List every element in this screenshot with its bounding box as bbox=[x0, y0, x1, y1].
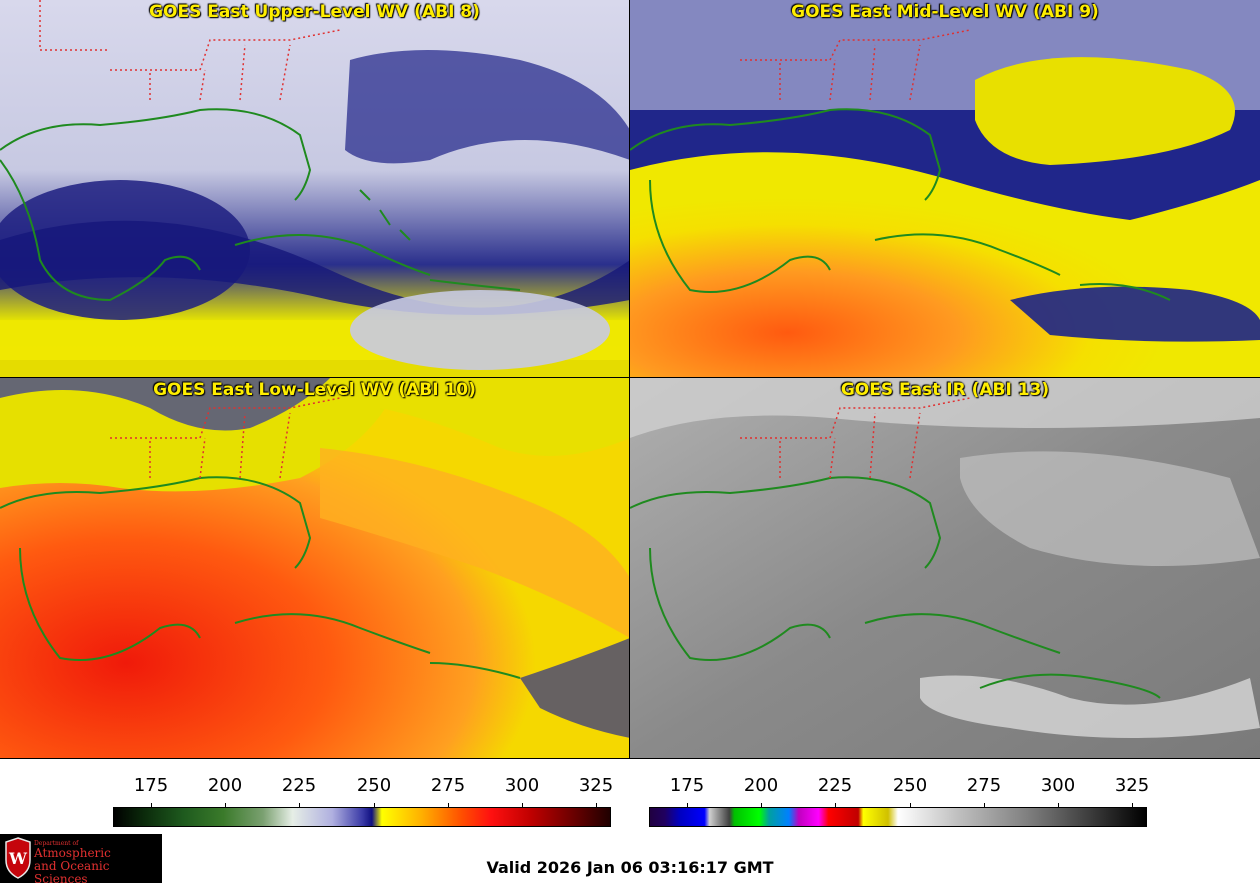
wv-colorbar bbox=[113, 807, 611, 827]
wv-tick-label: 175 bbox=[133, 775, 169, 796]
wv-tick-label: 225 bbox=[281, 775, 317, 796]
ir-colorbar bbox=[649, 807, 1147, 827]
wv-tick-label: 275 bbox=[430, 775, 466, 796]
ir-colorbar-ticks: 175 200 225 250 275 300 325 bbox=[649, 775, 1150, 811]
mid-level-wv-image bbox=[630, 0, 1260, 377]
wv-tick-label: 300 bbox=[504, 775, 540, 796]
aos-logo: W Department of Atmospheric and Oceanic … bbox=[0, 834, 162, 886]
ir-tick-label: 175 bbox=[669, 775, 705, 796]
panel-ir: GOES East IR (ABI 13) bbox=[630, 378, 1260, 758]
upper-level-wv-title: GOES East Upper-Level WV (ABI 8) bbox=[149, 2, 480, 22]
ir-image bbox=[630, 378, 1260, 758]
panel-mid-level-wv: GOES East Mid-Level WV (ABI 9) bbox=[630, 0, 1260, 378]
wv-tick-label: 325 bbox=[578, 775, 614, 796]
logo-line1: Atmospheric bbox=[34, 846, 111, 860]
mid-level-wv-title: GOES East Mid-Level WV (ABI 9) bbox=[791, 2, 1099, 22]
low-level-wv-image bbox=[0, 378, 629, 758]
ir-tick-label: 300 bbox=[1040, 775, 1076, 796]
ir-tick-label: 325 bbox=[1114, 775, 1150, 796]
wv-tick-label: 250 bbox=[356, 775, 392, 796]
wv-colorbar-ticks: 175 200 225 250 275 300 325 bbox=[113, 775, 614, 811]
wv-tick-label: 200 bbox=[207, 775, 243, 796]
svg-text:W: W bbox=[8, 849, 28, 868]
uw-crest-icon: W bbox=[5, 837, 31, 879]
logo-dept: Department of bbox=[34, 840, 79, 847]
ir-tick-label: 225 bbox=[817, 775, 853, 796]
ir-tick-label: 275 bbox=[966, 775, 1002, 796]
panel-low-level-wv: GOES East Low-Level WV (ABI 10) bbox=[0, 378, 630, 758]
footer: 175 200 225 250 275 300 325 175 200 225 … bbox=[0, 758, 1260, 886]
ir-tick-label: 200 bbox=[743, 775, 779, 796]
upper-level-wv-image bbox=[0, 0, 629, 377]
panel-upper-level-wv: GOES East Upper-Level WV (ABI 8) bbox=[0, 0, 630, 378]
valid-time: Valid 2026 Jan 06 03:16:17 GMT bbox=[486, 858, 774, 877]
ir-tick-label: 250 bbox=[892, 775, 928, 796]
ir-title: GOES East IR (ABI 13) bbox=[840, 380, 1050, 400]
low-level-wv-title: GOES East Low-Level WV (ABI 10) bbox=[153, 380, 476, 400]
